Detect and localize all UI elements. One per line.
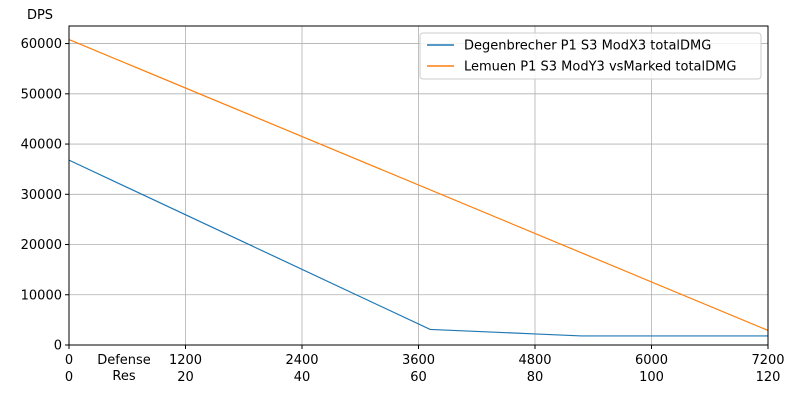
series-lines <box>68 39 769 337</box>
legend-box <box>419 32 762 80</box>
x-tick-label: 4800 <box>518 353 551 368</box>
x-axis-label-res: Res <box>112 369 135 384</box>
y-tick-label: 0 <box>54 339 62 354</box>
x-axis-label-defense: Defense <box>97 353 151 368</box>
y-tick-label: 10000 <box>21 288 62 303</box>
x-tick-label: 1200 <box>169 353 202 368</box>
x-tick-label-secondary: 80 <box>527 370 544 385</box>
series-line-2 <box>68 39 769 331</box>
y-tick-label: 60000 <box>21 37 62 52</box>
x-tick-label: 7200 <box>751 353 784 368</box>
x-axis-ticks: 0 0 1200 20 2400 40 3600 60 4800 80 6000 100 7200 120 <box>65 345 785 385</box>
x-tick-label-secondary: 40 <box>294 370 311 385</box>
legend-entry: Lemuen P1 S3 ModY3 vsMarked totalDMG <box>464 60 736 75</box>
y-axis-label: DPS <box>27 8 53 23</box>
legend: Degenbrecher P1 S3 ModX3 totalDMG Lemuen … <box>419 32 762 80</box>
x-tick-label: 3600 <box>402 353 435 368</box>
y-tick-label: 30000 <box>21 188 62 203</box>
y-axis-ticks: 0 10000 20000 30000 40000 50000 60000 <box>21 37 69 354</box>
y-tick-label: 50000 <box>21 87 62 102</box>
legend-entry: Degenbrecher P1 S3 ModX3 totalDMG <box>464 39 711 54</box>
x-tick-label-secondary: 0 <box>65 370 73 385</box>
x-tick-label-secondary: 100 <box>639 370 664 385</box>
y-tick-label: 20000 <box>21 238 62 253</box>
x-tick-label: 2400 <box>285 353 318 368</box>
y-tick-label: 40000 <box>21 138 62 153</box>
x-tick-label: 0 <box>65 353 73 368</box>
x-tick-label: 6000 <box>635 353 668 368</box>
series-line-1 <box>68 159 768 337</box>
x-tick-label-secondary: 60 <box>410 370 427 385</box>
x-tick-label-secondary: 120 <box>756 370 781 385</box>
x-tick-label-secondary: 20 <box>177 370 194 385</box>
